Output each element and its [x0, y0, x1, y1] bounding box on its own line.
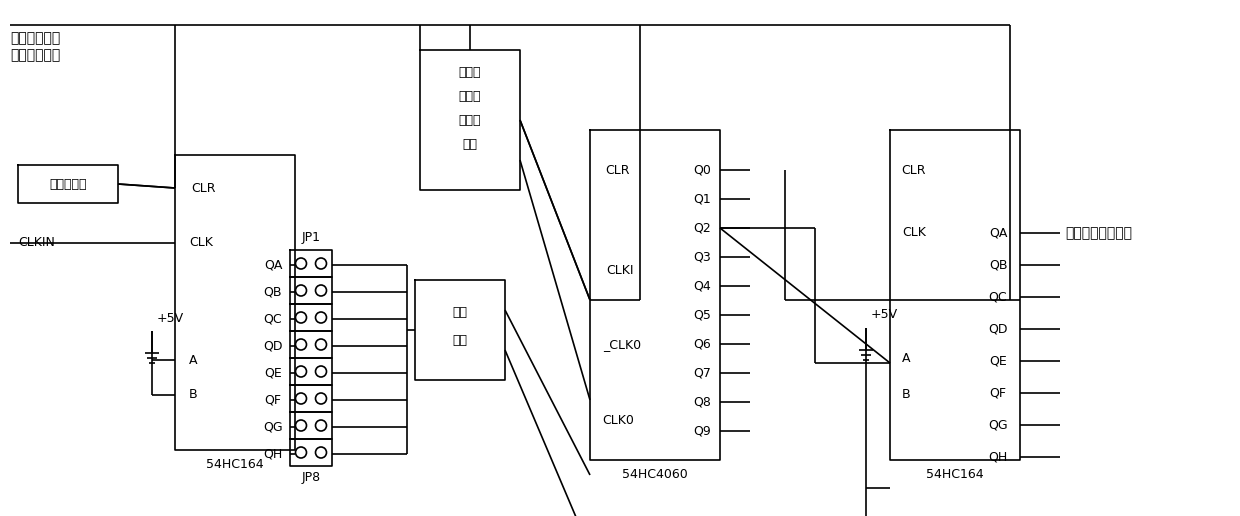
Text: QA: QA: [264, 259, 283, 271]
Text: QB: QB: [988, 259, 1007, 271]
Text: JP1: JP1: [301, 231, 320, 244]
Text: B: B: [901, 389, 910, 401]
Text: Q9: Q9: [693, 425, 711, 438]
Text: A: A: [188, 353, 197, 366]
Text: CLK: CLK: [188, 236, 213, 250]
Text: 54HC164: 54HC164: [926, 467, 983, 480]
Text: 54HC164: 54HC164: [206, 458, 264, 471]
Text: QH: QH: [263, 447, 283, 460]
Text: CLK0: CLK0: [603, 413, 634, 427]
Text: QB: QB: [264, 285, 283, 298]
Text: QA: QA: [988, 227, 1007, 239]
Text: 号合并: 号合并: [459, 114, 481, 126]
Text: 清除看: 清除看: [459, 66, 481, 78]
Text: QE: QE: [990, 354, 1007, 367]
Text: Q4: Q4: [693, 280, 711, 293]
Text: CLK: CLK: [901, 227, 926, 239]
Text: JP8: JP8: [301, 472, 321, 485]
Text: QG: QG: [988, 418, 1008, 431]
Text: Q2: Q2: [693, 221, 711, 234]
Text: A: A: [901, 351, 910, 364]
Text: Q8: Q8: [693, 395, 711, 409]
Text: +5V: +5V: [157, 312, 184, 325]
Text: CLR: CLR: [191, 182, 216, 195]
Text: QD: QD: [263, 340, 283, 352]
Text: Q5: Q5: [693, 309, 711, 321]
Text: Q1: Q1: [693, 192, 711, 205]
Text: CLR: CLR: [901, 164, 926, 176]
Text: _CLK0: _CLK0: [603, 338, 641, 351]
Text: 上电复位信号: 上电复位信号: [10, 31, 61, 45]
Text: Q7: Q7: [693, 366, 711, 379]
Text: B: B: [188, 389, 197, 401]
Text: 阻容: 阻容: [453, 305, 467, 318]
Text: 网络: 网络: [453, 333, 467, 347]
Text: CLR: CLR: [606, 164, 630, 176]
Text: Q6: Q6: [693, 337, 711, 350]
Text: 54HC4060: 54HC4060: [622, 467, 688, 480]
Text: QF: QF: [990, 386, 1007, 399]
Text: 上电复位信号: 上电复位信号: [10, 48, 61, 62]
Text: QH: QH: [988, 450, 1008, 463]
Text: QE: QE: [264, 366, 281, 379]
Text: Q3: Q3: [693, 250, 711, 264]
Text: QC: QC: [988, 291, 1007, 303]
Text: QG: QG: [263, 421, 283, 433]
Text: QC: QC: [264, 313, 283, 326]
Text: Q0: Q0: [693, 164, 711, 176]
Text: QD: QD: [988, 322, 1008, 335]
Text: 门狗信: 门狗信: [459, 89, 481, 103]
Text: 逻辑: 逻辑: [463, 137, 477, 151]
Text: +5V: +5V: [870, 309, 898, 321]
Text: QF: QF: [264, 394, 281, 407]
Text: CLKIN: CLKIN: [19, 236, 55, 250]
Text: 二次狗咬切机指令: 二次狗咬切机指令: [1065, 226, 1132, 240]
Text: CLKI: CLKI: [606, 264, 634, 277]
Text: 软件写操作: 软件写操作: [50, 178, 87, 190]
